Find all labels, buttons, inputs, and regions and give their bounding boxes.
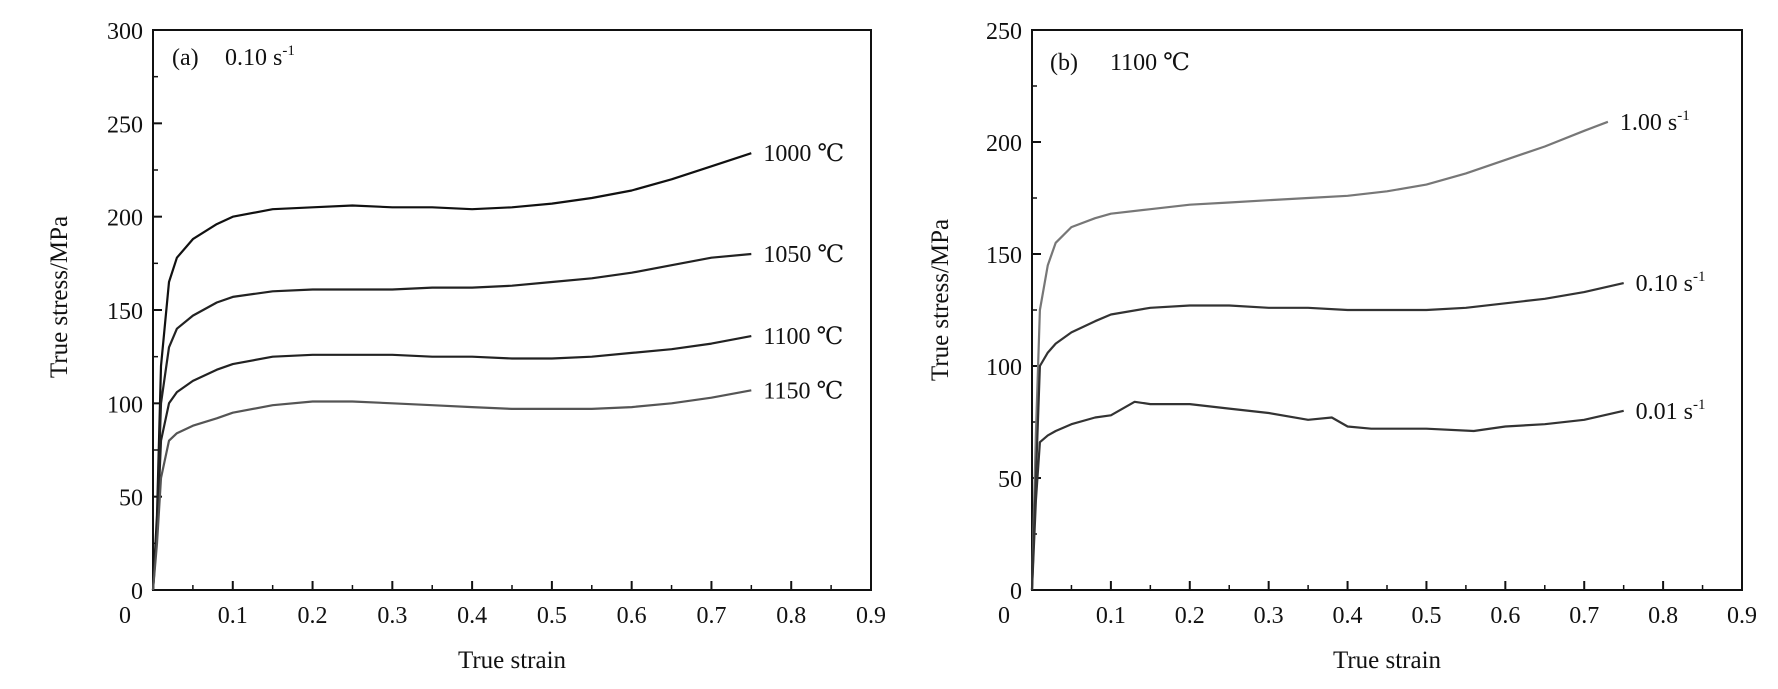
x-tick-label: 0.6	[1490, 603, 1520, 629]
x-tick-label: 0.2	[298, 603, 328, 629]
x-tick-label: 0.8	[776, 603, 806, 629]
series-label-text: 1.00 s	[1620, 110, 1677, 136]
series-group: 1000 ℃ 1050 ℃ 1100 ℃ 1150 ℃	[151, 141, 844, 591]
series-label-text: 1050 ℃	[763, 242, 844, 268]
axis-ticks: 0 0.1 0.2 0.3 0.4 0.5 0.6 0.7 0.8 0.9 0 50 100 150 200…	[107, 19, 886, 629]
plot-frame	[152, 29, 872, 591]
x-tick-label: 0.3	[377, 603, 407, 629]
x-tick-label: 0.4	[457, 603, 487, 629]
series-label-superscript: -1	[1693, 397, 1706, 413]
y-tick-label: 0	[131, 579, 143, 605]
x-tick-label: 0.6	[617, 603, 647, 629]
series-label: 1000 ℃	[763, 141, 844, 167]
series-label: 0.01 s-1	[1636, 397, 1706, 425]
series-label-superscript: -1	[1693, 269, 1706, 285]
x-tick-label: 0.7	[696, 603, 726, 629]
y-tick-label: 150	[986, 243, 1022, 269]
series-line	[151, 389, 752, 591]
x-tick-label: 0.1	[1096, 603, 1126, 629]
condition-label: 0.10 s-1	[225, 43, 295, 71]
y-tick-label: 300	[107, 19, 143, 45]
x-tick-label: 0	[119, 603, 131, 629]
x-tick-label: 0.9	[1727, 603, 1757, 629]
series-label: 0.10 s-1	[1636, 269, 1706, 297]
series-label: 1050 ℃	[763, 242, 844, 268]
y-tick-label: 250	[107, 112, 143, 138]
chart-panel-b: 0 0.1 0.2 0.3 0.4 0.5 0.6 0.7 0.8 0.9 0 50 100 150 200…	[927, 19, 1757, 674]
y-tick-label: 200	[107, 206, 143, 232]
y-axis-label: True stress/MPa	[46, 216, 73, 378]
x-tick-label: 0.2	[1175, 603, 1205, 629]
chart-panel-a: 0 0.1 0.2 0.3 0.4 0.5 0.6 0.7 0.8 0.9 0 50 100 150 200…	[46, 19, 886, 674]
series-label-text: 1000 ℃	[763, 141, 844, 167]
y-tick-label: 150	[107, 299, 143, 325]
condition-text: 0.10 s	[225, 45, 282, 71]
series-label: 1100 ℃	[763, 324, 843, 350]
panel-label: (a)	[172, 45, 199, 71]
y-tick-label: 100	[107, 392, 143, 418]
series-label-text: 0.10 s	[1636, 271, 1693, 297]
series-label-text: 1100 ℃	[763, 324, 843, 350]
x-tick-label: 0.9	[856, 603, 886, 629]
x-axis-label: True strain	[458, 647, 567, 674]
series-label-text: 1150 ℃	[763, 378, 843, 404]
x-tick-label: 0.5	[537, 603, 567, 629]
series-label: 1150 ℃	[763, 378, 843, 404]
condition-superscript: -1	[282, 43, 295, 59]
x-tick-label: 0.8	[1648, 603, 1678, 629]
series-line	[1030, 120, 1609, 591]
series-label: 1.00 s-1	[1620, 108, 1690, 136]
y-tick-label: 0	[1010, 579, 1022, 605]
series-line	[1030, 400, 1624, 591]
series-line	[151, 152, 752, 591]
panel-label: (b)	[1050, 50, 1078, 76]
series-label-superscript: -1	[1677, 108, 1690, 124]
x-tick-label: 0.7	[1569, 603, 1599, 629]
y-tick-label: 50	[119, 486, 143, 512]
y-axis-label: True stress/MPa	[927, 219, 954, 381]
x-tick-label: 0.4	[1333, 603, 1363, 629]
series-line	[151, 252, 752, 591]
x-axis-label: True strain	[1333, 647, 1442, 674]
series-label-text: 0.01 s	[1636, 399, 1693, 425]
y-tick-label: 250	[986, 19, 1022, 45]
x-tick-label: 0.5	[1411, 603, 1441, 629]
y-tick-label: 200	[986, 131, 1022, 157]
y-tick-label: 50	[998, 467, 1022, 493]
series-group: 1.00 s-10.10 s-10.01 s-1	[1030, 108, 1706, 591]
x-tick-label: 0.3	[1254, 603, 1284, 629]
condition-label: 1100 ℃	[1110, 50, 1190, 76]
x-tick-label: 0	[998, 603, 1010, 629]
x-tick-label: 0.1	[218, 603, 248, 629]
series-line	[1030, 282, 1624, 591]
y-tick-label: 100	[986, 355, 1022, 381]
axis-ticks: 0 0.1 0.2 0.3 0.4 0.5 0.6 0.7 0.8 0.9 0 50 100 150 200…	[986, 19, 1757, 629]
series-line	[151, 335, 752, 591]
